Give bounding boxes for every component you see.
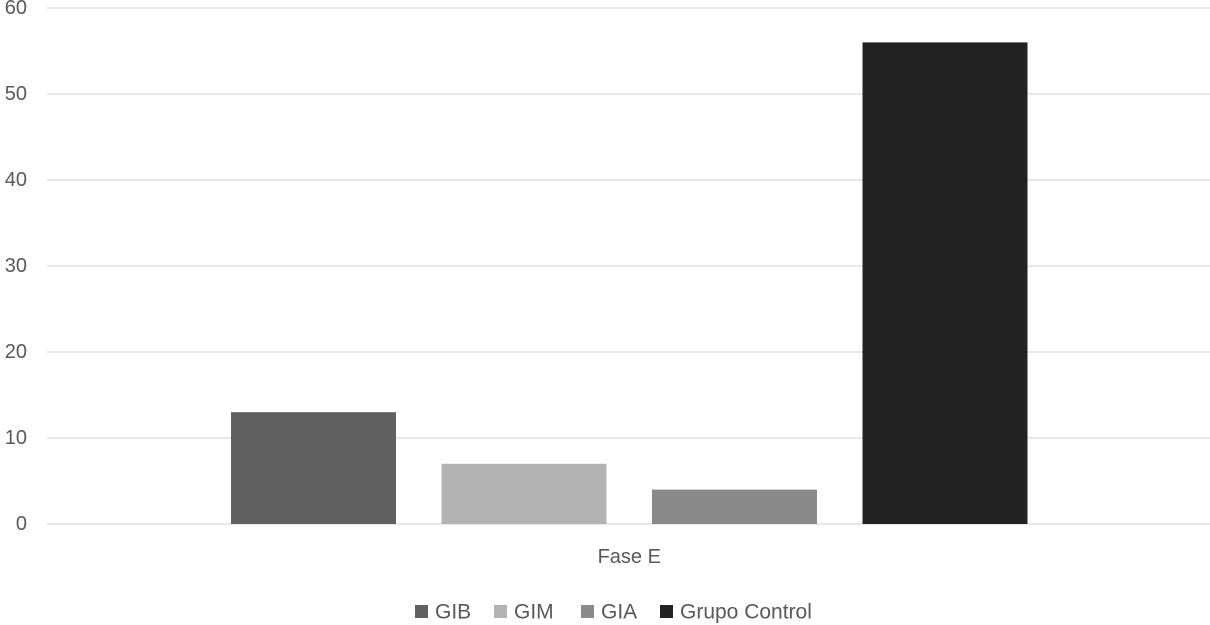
x-category-label: Fase E [598,546,661,568]
legend-swatch [660,605,673,618]
y-axis-ticks: 0 10 20 30 40 50 60 [5,0,27,535]
y-tick-label: 50 [5,83,27,105]
legend-item-gia: GIA [581,601,637,624]
y-tick-label: 20 [5,341,27,363]
legend-label: GIM [514,601,554,624]
legend-swatch [494,605,507,618]
bar-gim [441,463,607,524]
y-tick-label: 60 [5,0,27,19]
legend-item-gib: GIB [415,601,471,624]
x-axis-labels: Fase E [598,546,661,568]
legend-label: GIA [601,601,637,624]
bars [231,42,1028,525]
gridlines [47,7,1210,525]
bar-gia [652,489,817,524]
bar-gib [231,412,396,524]
legend-swatch [415,605,428,618]
bar-grupo-control [862,42,1028,525]
y-tick-label: 30 [5,255,27,277]
legend: GIB GIM GIA Grupo Control [415,601,812,624]
y-tick-label: 10 [5,427,27,449]
legend-item-grupo-control: Grupo Control [660,601,812,624]
legend-item-gim: GIM [494,601,554,624]
legend-label: GIB [435,601,471,624]
y-tick-label: 0 [16,513,27,535]
y-tick-label: 40 [5,169,27,191]
legend-label: Grupo Control [680,601,812,624]
legend-swatch [581,605,594,618]
